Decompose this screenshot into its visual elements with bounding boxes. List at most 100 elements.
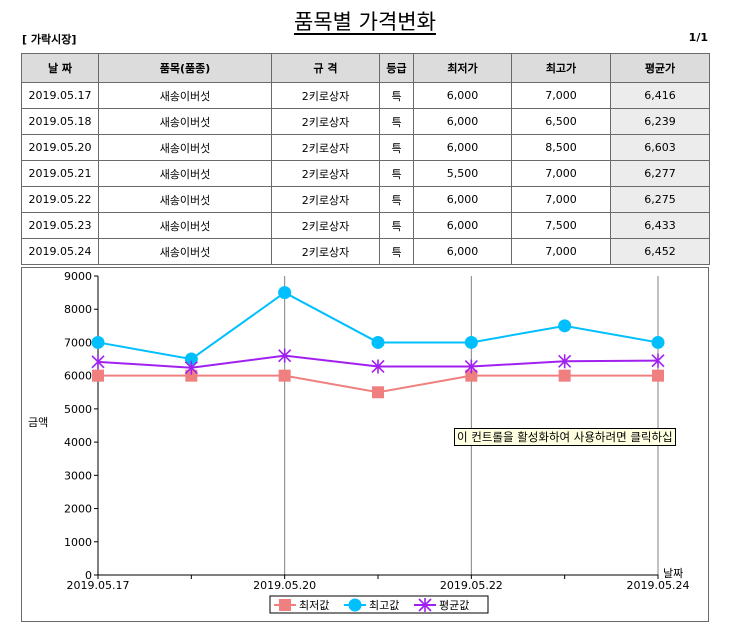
cell-avg-price: 6,239 bbox=[610, 108, 710, 135]
y-axis-label: 금액 bbox=[28, 416, 48, 429]
y-tick-label: 1000 bbox=[64, 536, 92, 549]
data-point-circle bbox=[651, 335, 665, 349]
data-point-circle bbox=[371, 335, 385, 349]
cell-date: 2019.05.24 bbox=[21, 238, 99, 265]
column-header-date: 날 짜 bbox=[21, 53, 99, 83]
data-point-star bbox=[464, 359, 478, 374]
price-table: 날 짜 품목(품종) 규 격 등급 최저가 최고가 평균가 2019.05.17… bbox=[21, 53, 710, 265]
data-point-star bbox=[371, 359, 385, 374]
data-point-circle bbox=[464, 335, 478, 349]
cell-min-price: 6,000 bbox=[413, 212, 512, 239]
data-point-circle bbox=[184, 352, 198, 366]
data-point-circle bbox=[558, 319, 572, 333]
cell-min-price: 6,000 bbox=[413, 82, 512, 109]
data-point-square bbox=[92, 369, 104, 382]
data-point-star bbox=[558, 354, 572, 369]
cell-grade: 특 bbox=[379, 160, 414, 187]
data-point-star bbox=[184, 360, 198, 375]
cell-spec: 2키로상자 bbox=[271, 82, 380, 109]
cell-item: 새송이버섯 bbox=[98, 186, 272, 213]
cell-min-price: 6,000 bbox=[413, 238, 512, 265]
legend-box bbox=[269, 595, 489, 614]
column-header-item: 품목(품종) bbox=[98, 53, 272, 83]
data-point-star bbox=[278, 348, 292, 363]
x-axis-label: 날짜 bbox=[663, 567, 683, 580]
table-row: 2019.05.18 새송이버섯 2키로상자 특 6,000 6,500 6,2… bbox=[21, 108, 710, 135]
table-header-row: 날 짜 품목(품종) 규 격 등급 최저가 최고가 평균가 bbox=[21, 53, 710, 83]
page-title: 품목별 가격변화 bbox=[294, 10, 436, 34]
cell-avg-price: 6,603 bbox=[610, 134, 710, 161]
cell-spec: 2키로상자 bbox=[271, 212, 380, 239]
cell-avg-price: 6,433 bbox=[610, 212, 710, 239]
y-tick-label: 8000 bbox=[64, 303, 92, 316]
x-tick-label: 2019.05.17 bbox=[67, 579, 130, 592]
cell-date: 2019.05.22 bbox=[21, 186, 99, 213]
data-point-square bbox=[558, 369, 571, 382]
cell-date: 2019.05.17 bbox=[21, 82, 99, 109]
cell-avg-price: 6,277 bbox=[610, 160, 710, 187]
cell-avg-price: 6,416 bbox=[610, 82, 710, 109]
data-point-square bbox=[652, 369, 664, 382]
cell-spec: 2키로상자 bbox=[271, 160, 380, 187]
cell-min-price: 6,000 bbox=[413, 186, 512, 213]
y-tick-label: 3000 bbox=[64, 469, 92, 482]
y-tick-label: 5000 bbox=[64, 403, 92, 416]
market-label: [ 가락시장] bbox=[22, 33, 77, 46]
cell-date: 2019.05.21 bbox=[21, 160, 99, 187]
cell-item: 새송이버섯 bbox=[98, 212, 272, 239]
cell-spec: 2키로상자 bbox=[271, 238, 380, 265]
cell-avg-price: 6,452 bbox=[610, 238, 710, 265]
cell-avg-price: 6,275 bbox=[610, 186, 710, 213]
legend-marker bbox=[279, 599, 291, 611]
cell-grade: 특 bbox=[379, 134, 414, 161]
cell-date: 2019.05.18 bbox=[21, 108, 99, 135]
cell-max-price: 7,000 bbox=[511, 82, 611, 109]
cell-item: 새송이버섯 bbox=[98, 238, 272, 265]
table-row: 2019.05.23 새송이버섯 2키로상자 특 6,000 7,500 6,4… bbox=[21, 212, 710, 239]
y-tick-label: 6000 bbox=[64, 370, 92, 383]
cell-grade: 특 bbox=[379, 186, 414, 213]
column-header-min-price: 최저가 bbox=[413, 53, 512, 83]
cell-grade: 특 bbox=[379, 238, 414, 265]
y-tick-label: 7000 bbox=[64, 336, 92, 349]
page-indicator: 1/1 bbox=[688, 31, 708, 44]
table-row: 2019.05.17 새송이버섯 2키로상자 특 6,000 7,000 6,4… bbox=[21, 82, 710, 109]
table-row: 2019.05.22 새송이버섯 2키로상자 특 6,000 7,000 6,2… bbox=[21, 186, 710, 213]
column-header-max-price: 최고가 bbox=[511, 53, 611, 83]
cell-max-price: 7,000 bbox=[511, 238, 611, 265]
cell-max-price: 8,500 bbox=[511, 134, 611, 161]
cell-min-price: 6,000 bbox=[413, 108, 512, 135]
column-header-avg-price: 평균가 bbox=[610, 53, 710, 83]
cell-item: 새송이버섯 bbox=[98, 134, 272, 161]
cell-max-price: 7,000 bbox=[511, 186, 611, 213]
cell-date: 2019.05.23 bbox=[21, 212, 99, 239]
y-tick-label: 2000 bbox=[64, 503, 92, 516]
activation-tooltip[interactable]: 이 컨트롤을 활성화하여 사용하려면 클릭하십 bbox=[454, 428, 676, 446]
y-tick-label: 9000 bbox=[64, 270, 92, 283]
legend-label: 평균값 bbox=[439, 599, 469, 612]
chart-panel[interactable]: 0 1000 2000 3000 4000 5000 6000 7000 8000 9000 201… bbox=[21, 267, 709, 622]
data-point-star bbox=[651, 353, 665, 368]
data-point-circle bbox=[278, 286, 292, 300]
table-row: 2019.05.21 새송이버섯 2키로상자 특 5,500 7,000 6,2… bbox=[21, 160, 710, 187]
cell-max-price: 7,500 bbox=[511, 212, 611, 239]
cell-max-price: 6,500 bbox=[511, 108, 611, 135]
x-tick-label: 2019.05.20 bbox=[253, 579, 316, 592]
data-point-square bbox=[185, 369, 198, 382]
cell-spec: 2키로상자 bbox=[271, 108, 380, 135]
data-point-square bbox=[465, 369, 478, 382]
cell-grade: 특 bbox=[379, 212, 414, 239]
cell-grade: 특 bbox=[379, 82, 414, 109]
cell-spec: 2키로상자 bbox=[271, 134, 380, 161]
x-tick-label: 2019.05.22 bbox=[440, 579, 503, 592]
cell-min-price: 5,500 bbox=[413, 160, 512, 187]
y-tick-label: 0 bbox=[85, 569, 92, 582]
cell-item: 새송이버섯 bbox=[98, 82, 272, 109]
legend-marker bbox=[348, 598, 362, 612]
data-point-star bbox=[91, 354, 105, 369]
cell-min-price: 6,000 bbox=[413, 134, 512, 161]
x-tick-label: 2019.05.24 bbox=[627, 579, 690, 592]
cell-grade: 특 bbox=[379, 108, 414, 135]
data-point-square bbox=[278, 369, 291, 382]
legend-marker bbox=[418, 598, 432, 612]
